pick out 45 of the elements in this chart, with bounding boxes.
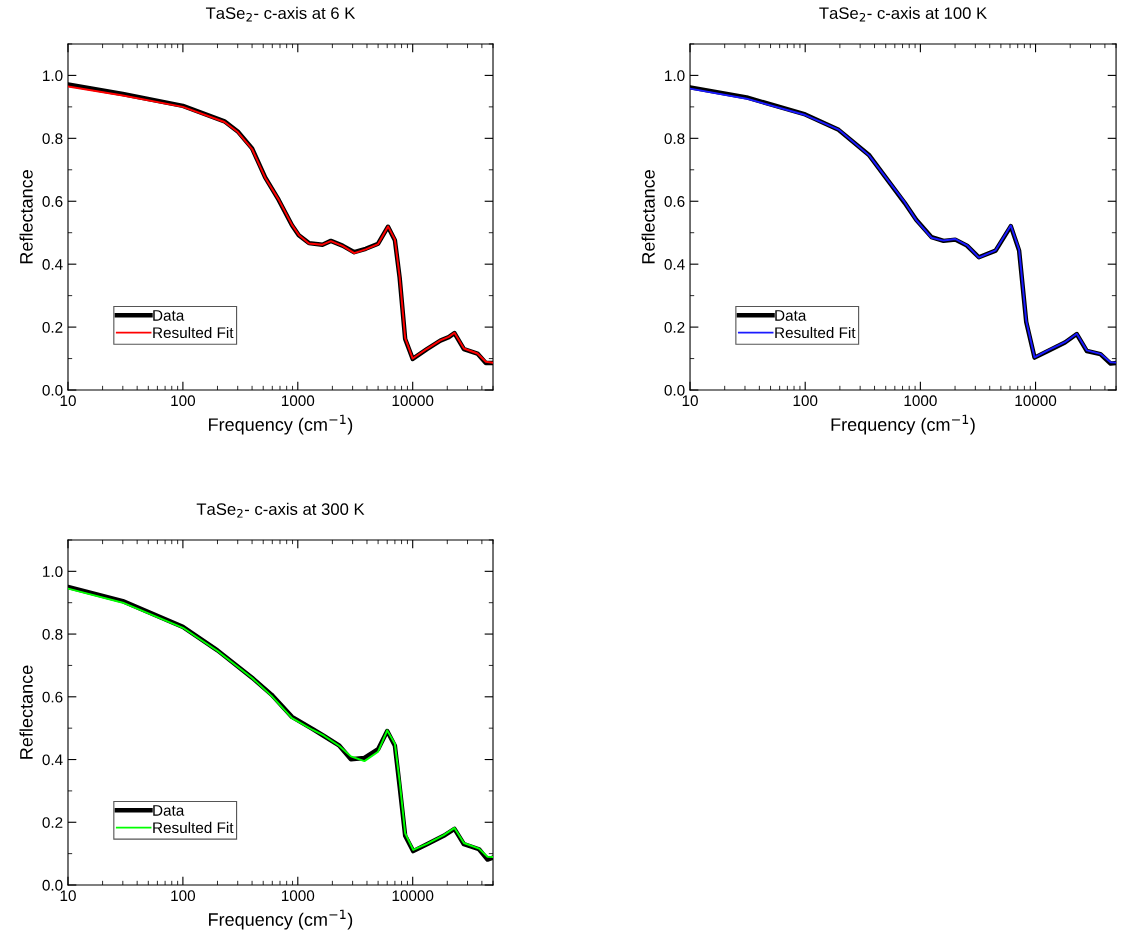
x-tick-label: 10 (60, 890, 76, 902)
chart-title: TaSe$_{2}$- c-axis at 6 K (205, 6, 356, 22)
x-tick-label: 10000 (1015, 395, 1057, 407)
x-axis-title: Frequency (cm$^{−1}$) (831, 414, 975, 435)
y-tick-label: 1.0 (43, 70, 63, 82)
x-tick-label: 10000 (392, 395, 434, 407)
legend-label: Data (775, 310, 807, 321)
x-tick-label: 10 (60, 395, 76, 407)
y-tick-label: 0.4 (664, 259, 685, 270)
x-tick-label: 1000 (281, 890, 315, 902)
y-tick-label: 1.0 (665, 70, 685, 82)
legend-label: Resulted Fit (153, 821, 234, 834)
legend-label: Data (153, 805, 185, 816)
y-tick-label: 0.0 (42, 384, 63, 396)
x-axis-title: Frequency (cm$^{−1}$) (209, 909, 353, 930)
y-axis-title: Reflectance (19, 665, 33, 759)
x-axis-title: Frequency (cm$^{−1}$) (209, 414, 353, 435)
y-tick-label: 0.4 (42, 754, 63, 766)
x-tick-label: 100 (171, 890, 196, 902)
y-tick-label: 0.0 (664, 384, 685, 396)
y-tick-label: 0.2 (42, 321, 63, 333)
x-tick-label: 10000 (392, 890, 434, 902)
y-tick-label: 0.0 (42, 879, 63, 891)
y-tick-label: 0.8 (664, 133, 685, 145)
y-tick-label: 0.2 (42, 817, 63, 828)
y-tick-label: 1.0 (43, 566, 63, 578)
chart-title: TaSe$_{2}$- c-axis at 300 K (196, 502, 365, 518)
x-tick-label: 100 (171, 395, 196, 407)
y-tick-label: 0.8 (42, 628, 63, 640)
legend-label: Data (153, 310, 185, 321)
y-tick-label: 0.6 (42, 196, 63, 207)
y-axis-title: Reflectance (19, 170, 33, 264)
x-tick-label: 1000 (904, 395, 937, 407)
y-tick-label: 0.6 (664, 196, 685, 207)
x-tick-label: 1000 (281, 395, 315, 407)
x-tick-label: 100 (793, 395, 818, 407)
legend-label: Resulted Fit (775, 326, 856, 339)
y-tick-label: 0.6 (42, 691, 63, 703)
x-tick-label: 10 (682, 395, 698, 407)
y-tick-label: 0.8 (42, 133, 63, 145)
y-tick-label: 0.4 (42, 259, 63, 270)
y-axis-title: Reflectance (641, 170, 655, 264)
y-tick-label: 0.2 (664, 321, 685, 333)
chart-title: TaSe$_{2}$- c-axis at 100 K (819, 6, 987, 22)
legend-label: Resulted Fit (153, 326, 234, 339)
